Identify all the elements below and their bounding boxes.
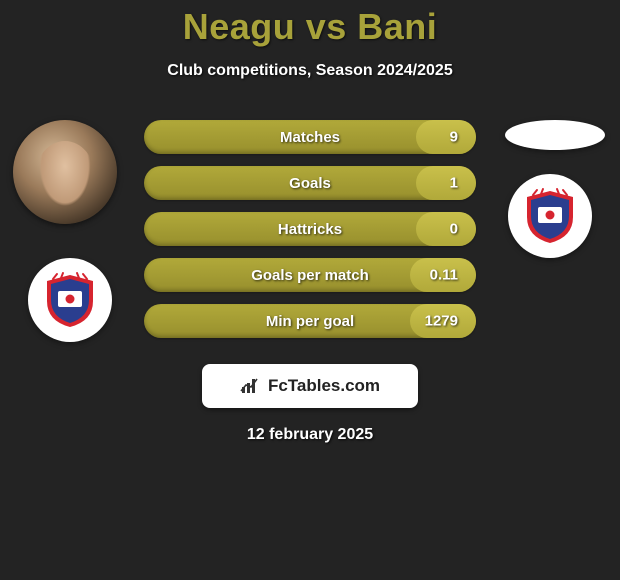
footer-date: 12 february 2025 <box>0 426 620 444</box>
stat-value: 0 <box>450 221 458 238</box>
stat-row-goals: Goals 1 <box>144 166 476 200</box>
watermark[interactable]: FcTables.com <box>202 364 418 408</box>
stat-row-hattricks: Hattricks 0 <box>144 212 476 246</box>
comparison-card: Neagu vs Bani Club competitions, Season … <box>0 0 620 444</box>
stat-value: 0.11 <box>430 267 458 284</box>
page-title: Neagu vs Bani <box>0 6 620 48</box>
content-row: Matches 9 Goals 1 Hattricks 0 Goals per … <box>0 120 620 338</box>
watermark-text: FcTables.com <box>268 376 380 396</box>
page-subtitle: Club competitions, Season 2024/2025 <box>0 62 620 80</box>
player-avatar-left <box>13 120 117 224</box>
stat-value: 1279 <box>425 313 458 330</box>
stat-label: Min per goal <box>266 313 354 330</box>
club-badge-right <box>508 174 592 258</box>
club-crest-icon <box>41 271 99 329</box>
stat-label: Goals <box>289 175 331 192</box>
stat-value: 9 <box>450 129 458 146</box>
right-player-column <box>490 120 620 150</box>
stat-label: Hattricks <box>278 221 342 238</box>
club-crest-icon <box>521 187 579 245</box>
stat-row-mpg: Min per goal 1279 <box>144 304 476 338</box>
player-avatar-right-placeholder <box>505 120 605 150</box>
club-badge-left <box>28 258 112 342</box>
stats-list: Matches 9 Goals 1 Hattricks 0 Goals per … <box>140 120 480 338</box>
stat-value: 1 <box>450 175 458 192</box>
left-player-column <box>0 120 130 224</box>
stat-label: Matches <box>280 129 340 146</box>
stat-row-gpm: Goals per match 0.11 <box>144 258 476 292</box>
stat-row-matches: Matches 9 <box>144 120 476 154</box>
bar-chart-icon <box>240 377 262 395</box>
stat-label: Goals per match <box>251 267 369 284</box>
